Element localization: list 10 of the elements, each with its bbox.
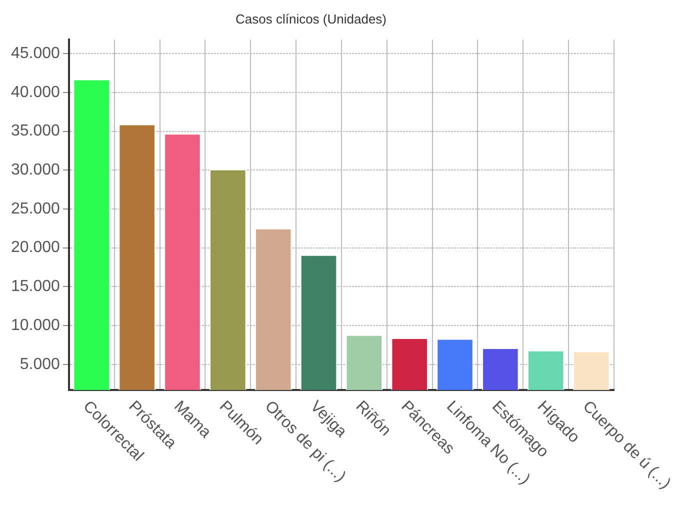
y-tick-label: 45.000 <box>11 44 60 62</box>
y-tick-label: 35.000 <box>11 122 60 140</box>
chart-title: Casos clínicos (Unidades) <box>235 11 387 26</box>
y-tick-label: 25.000 <box>11 200 60 218</box>
y-tick-label: 30.000 <box>11 162 60 179</box>
y-tick-label: 20.000 <box>11 239 60 256</box>
y-tick-label: 15.000 <box>11 278 60 296</box>
y-tick-label: 10.000 <box>11 316 60 334</box>
y-tick-label: 5.000 <box>20 356 60 373</box>
y-tick-label: 40.000 <box>11 84 60 101</box>
